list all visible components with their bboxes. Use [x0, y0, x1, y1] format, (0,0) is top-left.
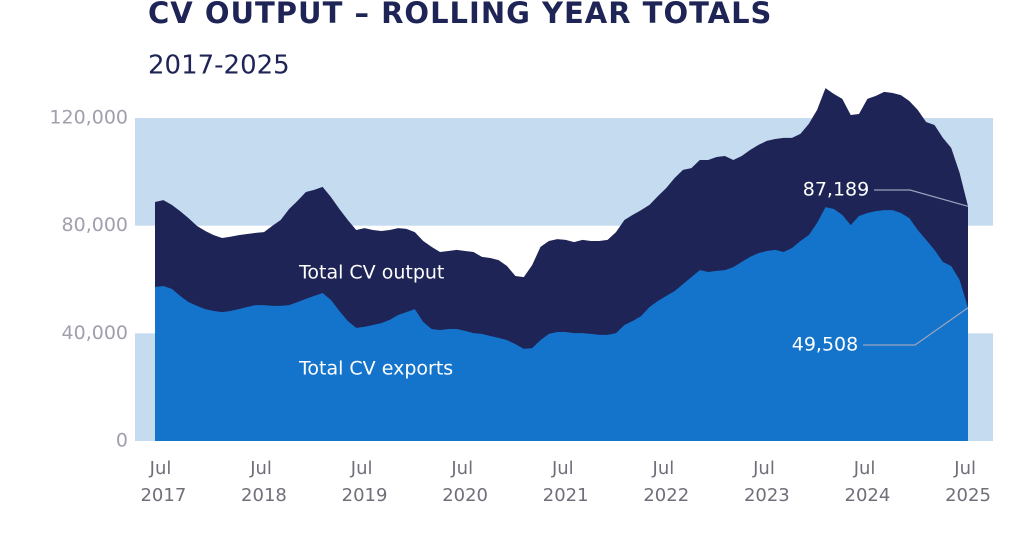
x-tick-label: Jul 2019: [342, 458, 388, 506]
x-tick-label: Jul 2023: [744, 458, 790, 506]
y-tick-label: 40,000: [62, 322, 128, 344]
x-tick-label: Jul 2020: [442, 458, 488, 506]
y-tick-label: 80,000: [62, 214, 128, 236]
y-tick-label: 120,000: [49, 107, 128, 129]
series-label: Total CV exports: [298, 358, 453, 380]
x-tick-label: Jul 2017: [140, 458, 186, 506]
value-label: 49,508: [792, 334, 858, 356]
leader-line: [863, 307, 969, 346]
x-tick-label: Jul 2025: [945, 458, 991, 506]
chart-subtitle: 2017-2025: [148, 51, 290, 81]
x-tick-label: Jul 2018: [241, 458, 287, 506]
labels: 0 40,000 80,000 120,000 Jul 2017 Jul 2018 Jul …: [49, 107, 990, 507]
leader-line: [874, 189, 969, 207]
x-tick-label: Jul 2021: [543, 458, 589, 506]
area: [155, 207, 968, 441]
series-label: Total CV output: [298, 262, 444, 284]
x-tick-label: Jul 2022: [643, 458, 689, 506]
x-tick-label: Jul 2024: [845, 458, 891, 506]
value-label: 87,189: [803, 179, 869, 201]
chart-title: CV OUTPUT – ROLLING YEAR TOTALS: [148, 0, 772, 30]
plot-area: [155, 88, 968, 441]
y-tick-label: 0: [116, 430, 128, 452]
